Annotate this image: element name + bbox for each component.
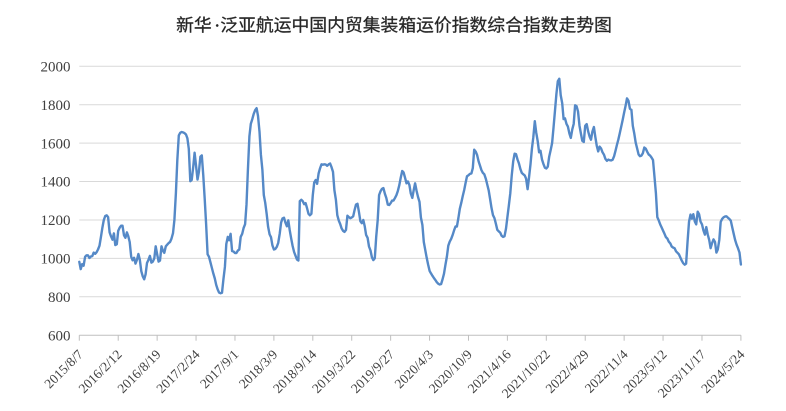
svg-text:1600: 1600 bbox=[41, 136, 71, 152]
svg-text:800: 800 bbox=[48, 290, 71, 306]
svg-text:1400: 1400 bbox=[41, 175, 71, 191]
svg-text:1800: 1800 bbox=[41, 98, 71, 114]
svg-text:600: 600 bbox=[48, 328, 71, 344]
svg-text:1200: 1200 bbox=[41, 213, 71, 229]
svg-text:2000: 2000 bbox=[41, 60, 71, 76]
svg-text:1000: 1000 bbox=[41, 252, 71, 268]
